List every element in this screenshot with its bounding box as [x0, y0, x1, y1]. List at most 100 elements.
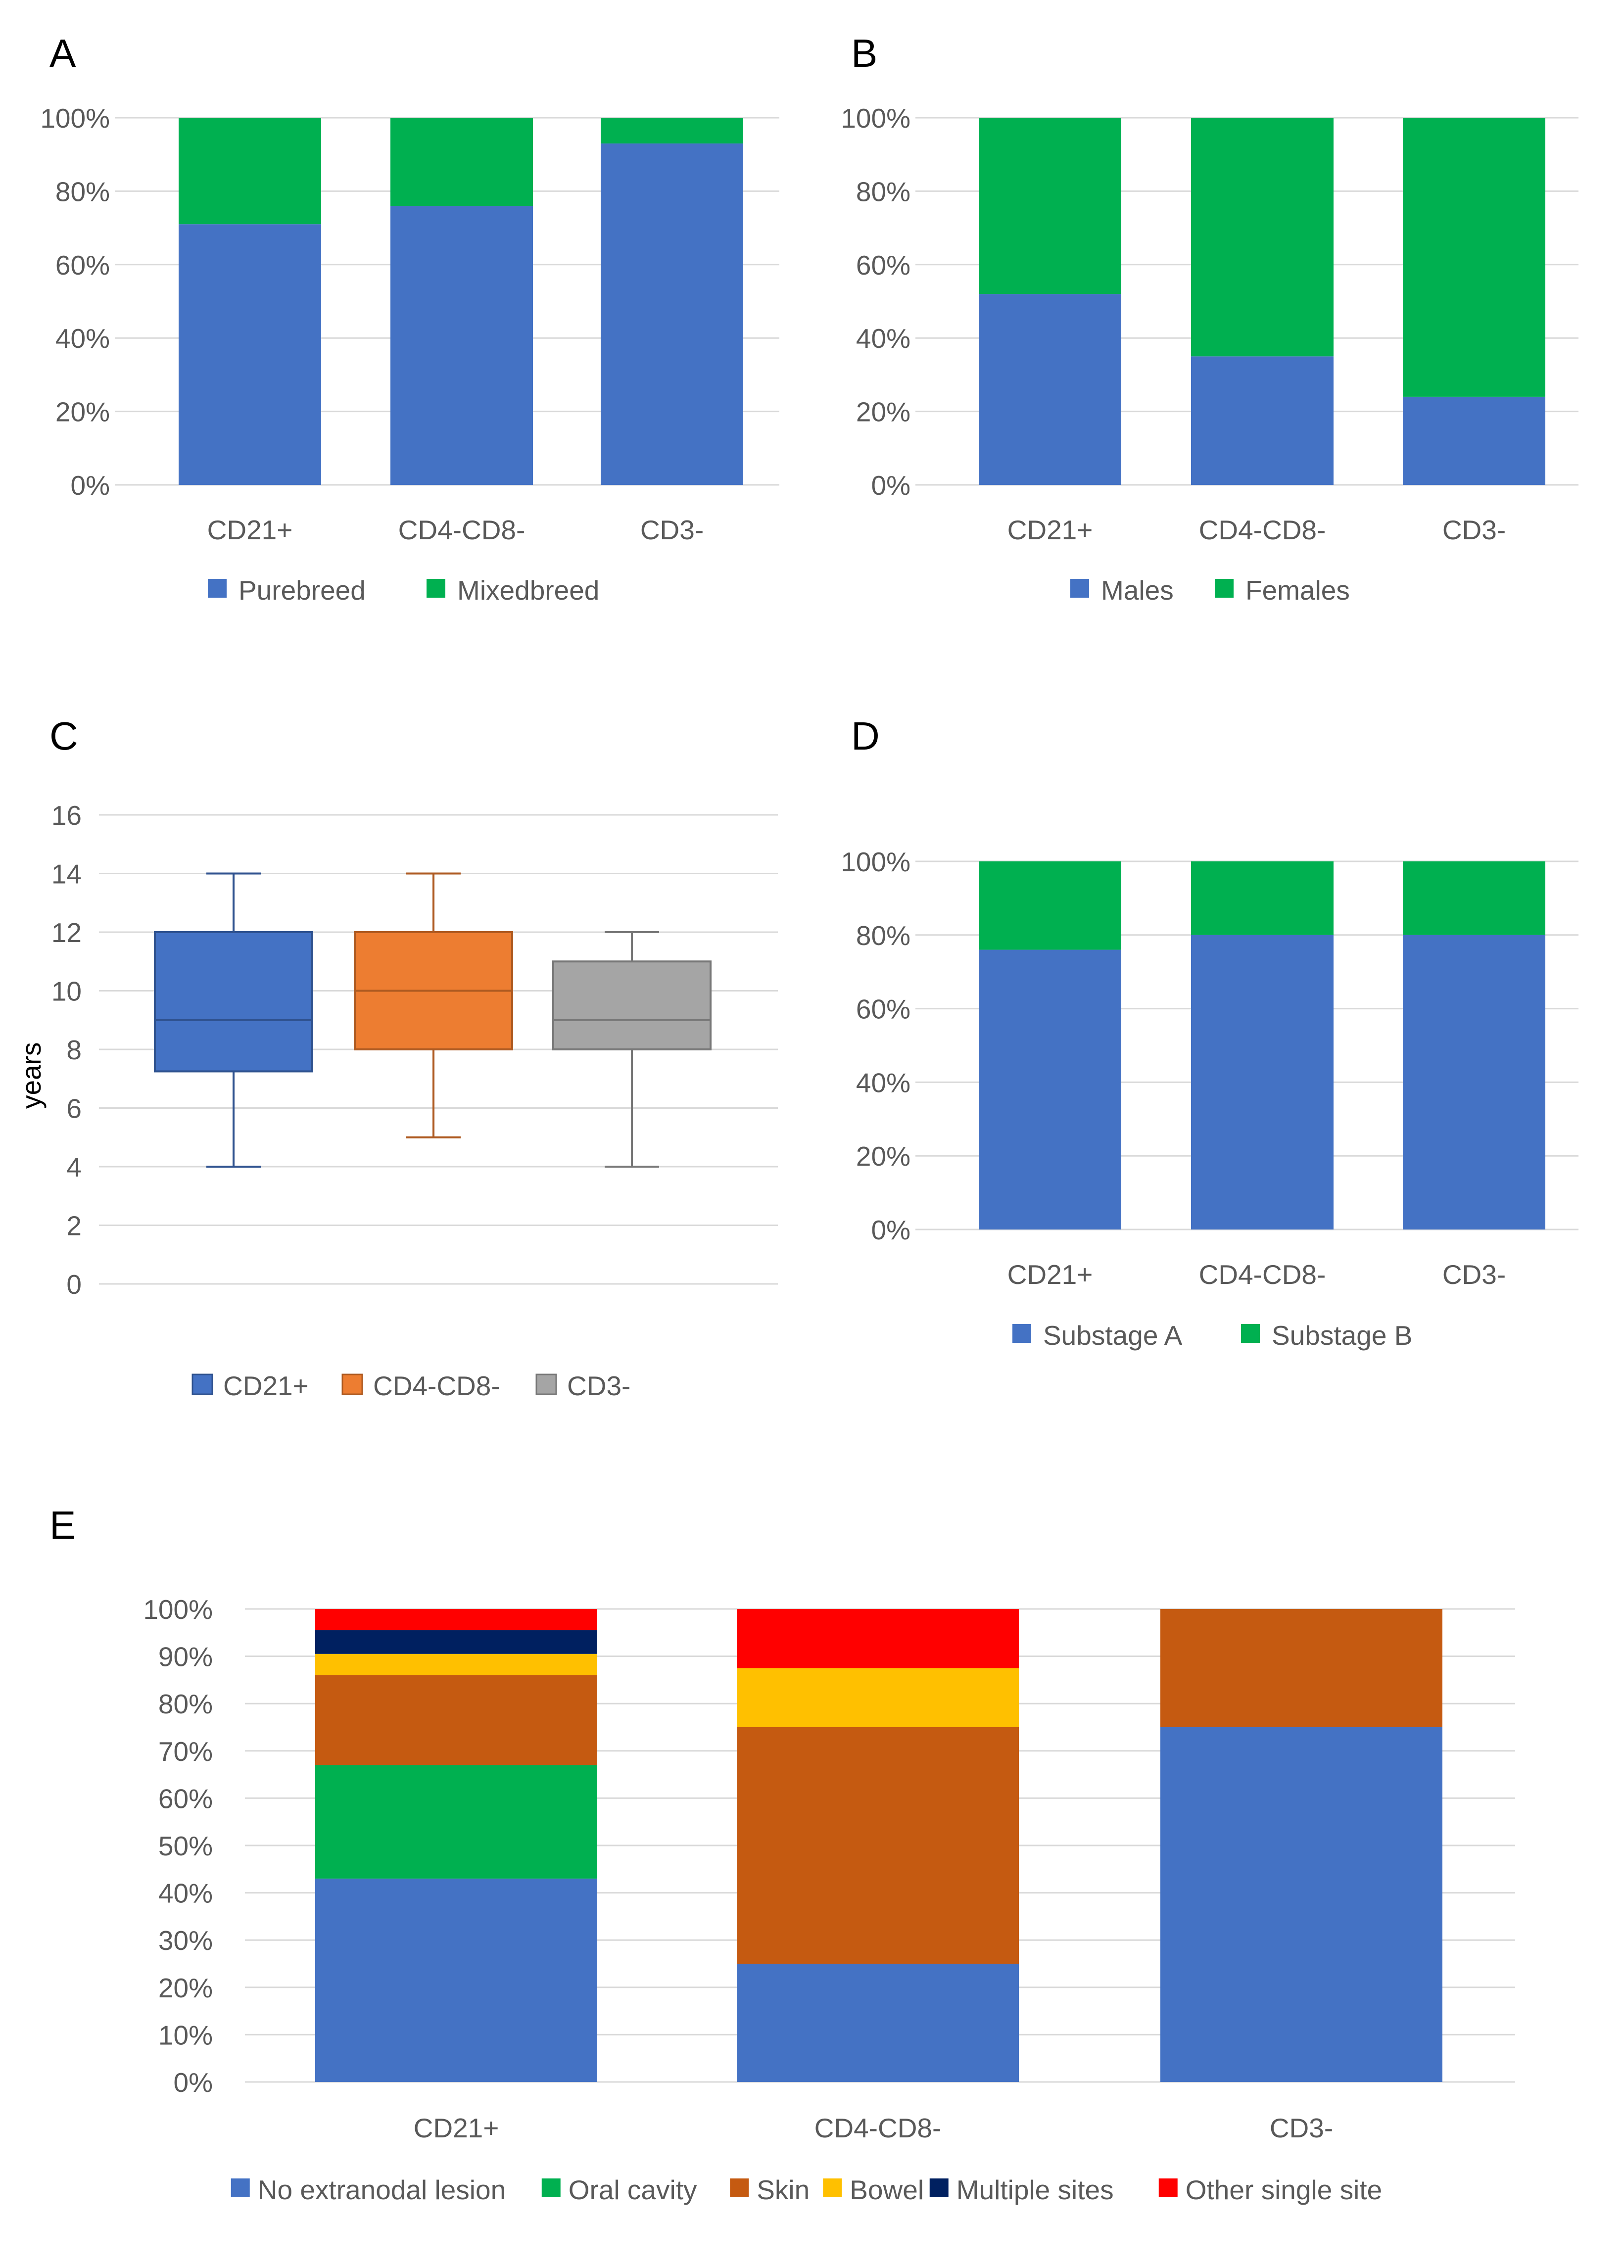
legend: Substage A Substage B — [1012, 1320, 1412, 1351]
legend-swatch-other-single-site — [1158, 2178, 1178, 2197]
y-tick-label: 100% — [841, 103, 910, 134]
y-tick-label: 60% — [856, 994, 910, 1025]
legend-label-females: Females — [1245, 575, 1350, 606]
y-tick-label: 14 — [51, 859, 82, 890]
bar-oral-cavity-cd21 — [315, 1765, 597, 1879]
bar-males-cd3 — [1403, 396, 1545, 485]
box-cd21 — [154, 872, 313, 1168]
y-tick-label: 40% — [55, 323, 110, 354]
legend-label-purebreed: Purebreed — [239, 575, 366, 606]
legend-label-oral-cavity: Oral cavity — [569, 2174, 697, 2205]
legend-label-other-single-site: Other single site — [1186, 2174, 1382, 2205]
bar-purebreed-cd4-cd8 — [390, 206, 533, 485]
legend-swatch-substage-a — [1012, 1324, 1031, 1343]
bar-mixedbreed-cd21 — [179, 118, 321, 225]
panel-label-b: B — [851, 31, 877, 75]
legend-swatch-cd4-cd8 — [341, 1373, 363, 1395]
panel-label-c: C — [49, 714, 78, 758]
y-tick-label: 80% — [55, 176, 110, 207]
legend-swatch-mixedbreed — [427, 579, 445, 598]
legend-label-multiple-sites: Multiple sites — [956, 2174, 1114, 2205]
x-tick-label: CD4-CD8- — [1199, 515, 1326, 545]
bar-skin-cd4-cd8 — [737, 1727, 1019, 1964]
bar-females-cd3 — [1403, 118, 1545, 397]
legend-swatch-multiple-sites — [929, 2178, 949, 2197]
legend-label-cd4-cd8: CD4-CD8- — [373, 1370, 500, 1401]
legend-label-no-extranodal-lesion: No extranodal lesion — [258, 2174, 506, 2205]
x-tick-label: CD4-CD8- — [1199, 1259, 1326, 1290]
bar-males-cd4-cd8 — [1191, 356, 1334, 485]
x-tick-label: CD21+ — [1007, 515, 1093, 545]
legend-label-mixedbreed: Mixedbreed — [457, 575, 599, 606]
bar-females-cd21 — [979, 118, 1121, 294]
y-tick-label: 0% — [174, 2067, 213, 2098]
chart-d: D 0% 20% 40% 60% 80% 100% CD21+ CD4-CD8- CD3- Subs… — [841, 714, 1578, 1351]
box-iqr — [552, 960, 712, 1050]
chart-c: C 0 2 4 6 8 10 12 14 16 years CD21+ CD4-CD8- CD3- — [16, 714, 778, 1401]
panel-label-d: D — [851, 714, 880, 758]
y-tick-label: 0% — [71, 470, 110, 501]
bar-substage-a-cd4-cd8 — [1191, 935, 1334, 1229]
bar-no-extranodal-lesion-cd3 — [1160, 1727, 1442, 2082]
y-axis-title: years — [16, 1042, 47, 1109]
legend-swatch-skin — [730, 2178, 749, 2197]
y-tick-label: 100% — [40, 103, 110, 134]
y-tick-label: 0% — [871, 470, 911, 501]
y-tick-label: 8 — [66, 1035, 82, 1065]
y-tick-label: 20% — [158, 1973, 213, 2003]
legend-swatch-males — [1070, 579, 1089, 598]
box-cd4-cd8 — [354, 872, 513, 1138]
y-tick-label: 12 — [51, 917, 82, 948]
bar-bowel-cd4-cd8 — [737, 1668, 1019, 1727]
legend-label-substage-b: Substage B — [1272, 1320, 1412, 1351]
bar-males-cd21 — [979, 294, 1121, 485]
legend-label-cd3: CD3- — [567, 1370, 630, 1401]
y-tick-label: 80% — [158, 1689, 213, 1719]
y-tick-label: 4 — [66, 1152, 82, 1182]
y-tick-label: 20% — [856, 1141, 910, 1172]
y-tick-label: 60% — [55, 250, 110, 281]
bar-substage-b-cd4-cd8 — [1191, 861, 1334, 935]
y-tick-label: 16 — [51, 800, 82, 831]
panel-label-a: A — [49, 31, 76, 75]
y-tick-label: 60% — [856, 250, 910, 281]
bar-substage-b-cd3 — [1403, 861, 1545, 935]
legend-swatch-females — [1215, 579, 1234, 598]
x-tick-label: CD3- — [1442, 1259, 1506, 1290]
bar-females-cd4-cd8 — [1191, 118, 1334, 357]
legend: No extranodal lesion Oral cavity Skin Bowel… — [231, 2174, 1382, 2205]
legend-swatch-purebreed — [208, 579, 227, 598]
legend: Males Females — [1070, 575, 1350, 606]
x-tick-label: CD3- — [1442, 515, 1506, 545]
box-iqr — [154, 931, 313, 1073]
legend-label-substage-a: Substage A — [1043, 1320, 1183, 1351]
bar-no-extranodal-lesion-cd21 — [315, 1878, 597, 2082]
bar-substage-a-cd21 — [979, 949, 1121, 1229]
y-tick-label: 10 — [51, 976, 82, 1007]
bar-mixedbreed-cd4-cd8 — [390, 118, 533, 206]
chart-b: B 0% 20% 40% 60% 80% 100% CD21+ CD4-CD8- CD3- Male… — [841, 31, 1578, 606]
legend-swatch-cd3 — [535, 1373, 557, 1395]
y-tick-label: 60% — [158, 1783, 213, 1814]
y-tick-label: 40% — [856, 1067, 910, 1098]
y-tick-label: 90% — [158, 1642, 213, 1672]
chart-a: A 0% 20% 40% 60% 80% 100% CD21+ CD4-CD8- CD3- Pure… — [40, 31, 779, 606]
x-tick-label: CD4-CD8- — [814, 2113, 942, 2143]
y-tick-label: 80% — [856, 176, 910, 207]
legend-swatch-no-extranodal-lesion — [231, 2178, 250, 2197]
legend: Purebreed Mixedbreed — [208, 575, 599, 606]
y-tick-label: 40% — [158, 1878, 213, 1909]
y-tick-label: 30% — [158, 1925, 213, 1956]
x-tick-label: CD21+ — [414, 2113, 499, 2143]
bar-other-single-site-cd4-cd8 — [737, 1609, 1019, 1668]
y-tick-label: 10% — [158, 2020, 213, 2050]
box-cd3 — [552, 931, 712, 1168]
x-tick-label: CD3- — [1270, 2113, 1333, 2143]
y-tick-label: 2 — [66, 1211, 82, 1241]
bar-skin-cd21 — [315, 1675, 597, 1765]
bar-mixedbreed-cd3 — [601, 118, 743, 143]
bar-purebreed-cd3 — [601, 143, 743, 485]
x-tick-label: CD21+ — [1007, 1259, 1093, 1290]
y-tick-label: 0% — [871, 1215, 911, 1245]
